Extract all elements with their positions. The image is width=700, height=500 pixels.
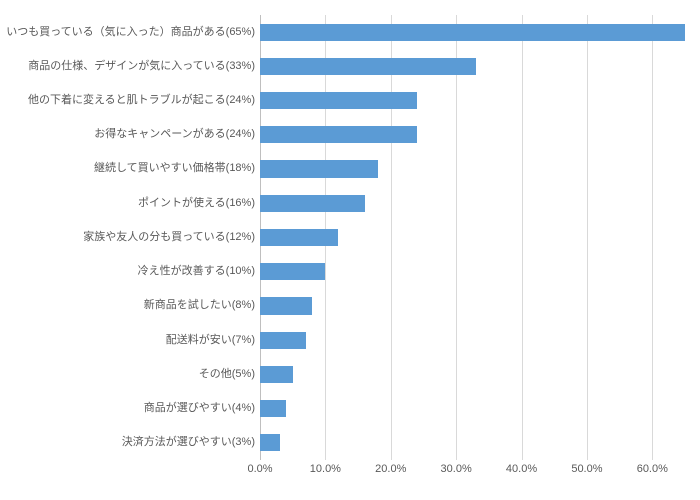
bar-row — [260, 332, 306, 349]
gridline — [652, 15, 653, 460]
x-axis-tick-label: 0.0% — [247, 463, 272, 475]
category-label: 他の下着に変えると肌トラブルが起こる(24%) — [0, 92, 255, 109]
x-axis-tick-label: 50.0% — [571, 463, 602, 475]
category-label: その他(5%) — [0, 366, 255, 383]
bar — [260, 92, 417, 109]
bar — [260, 58, 476, 75]
bar-row — [260, 160, 378, 177]
category-label: 商品の仕様、デザインが気に入っている(33%) — [0, 58, 255, 75]
category-label: ポイントが使える(16%) — [0, 195, 255, 212]
bar — [260, 126, 417, 143]
bar — [260, 400, 286, 417]
bar-row — [260, 297, 312, 314]
x-axis-tick-label: 40.0% — [506, 463, 537, 475]
bar-row — [260, 92, 417, 109]
bar — [260, 195, 365, 212]
bar — [260, 297, 312, 314]
x-axis-tick-label: 20.0% — [375, 463, 406, 475]
x-axis-tick-label: 10.0% — [310, 463, 341, 475]
bar-row — [260, 263, 325, 280]
bar — [260, 229, 338, 246]
bar — [260, 160, 378, 177]
bar — [260, 434, 280, 451]
gridline — [587, 15, 588, 460]
bar-row — [260, 366, 293, 383]
category-label: いつも買っている（気に入った）商品がある(65%) — [0, 24, 255, 41]
category-label: 家族や友人の分も買っている(12%) — [0, 229, 255, 246]
category-label: 商品が選びやすい(4%) — [0, 400, 255, 417]
bar — [260, 366, 293, 383]
category-label: 決済方法が選びやすい(3%) — [0, 434, 255, 451]
bar — [260, 332, 306, 349]
bar-row — [260, 195, 365, 212]
bar-row — [260, 400, 286, 417]
plot-area — [260, 15, 685, 460]
bar-row — [260, 126, 417, 143]
category-label: 新商品を試したい(8%) — [0, 297, 255, 314]
bar — [260, 24, 685, 41]
x-axis-tick-label: 30.0% — [441, 463, 472, 475]
gridline — [522, 15, 523, 460]
chart-container: 0.0% 10.0% 20.0% 30.0% 40.0% 50.0% 60.0% いつも買って… — [0, 0, 700, 500]
bar-row — [260, 58, 476, 75]
category-label: 継続して買いやすい価格帯(18%) — [0, 160, 255, 177]
gridline — [391, 15, 392, 460]
x-axis-tick-label: 60.0% — [637, 463, 668, 475]
bar-row — [260, 229, 338, 246]
bar-row — [260, 434, 280, 451]
category-label: お得なキャンペーンがある(24%) — [0, 126, 255, 143]
bar — [260, 263, 325, 280]
category-label: 配送料が安い(7%) — [0, 332, 255, 349]
category-label: 冷え性が改善する(10%) — [0, 263, 255, 280]
gridline — [456, 15, 457, 460]
bar-row — [260, 24, 685, 41]
